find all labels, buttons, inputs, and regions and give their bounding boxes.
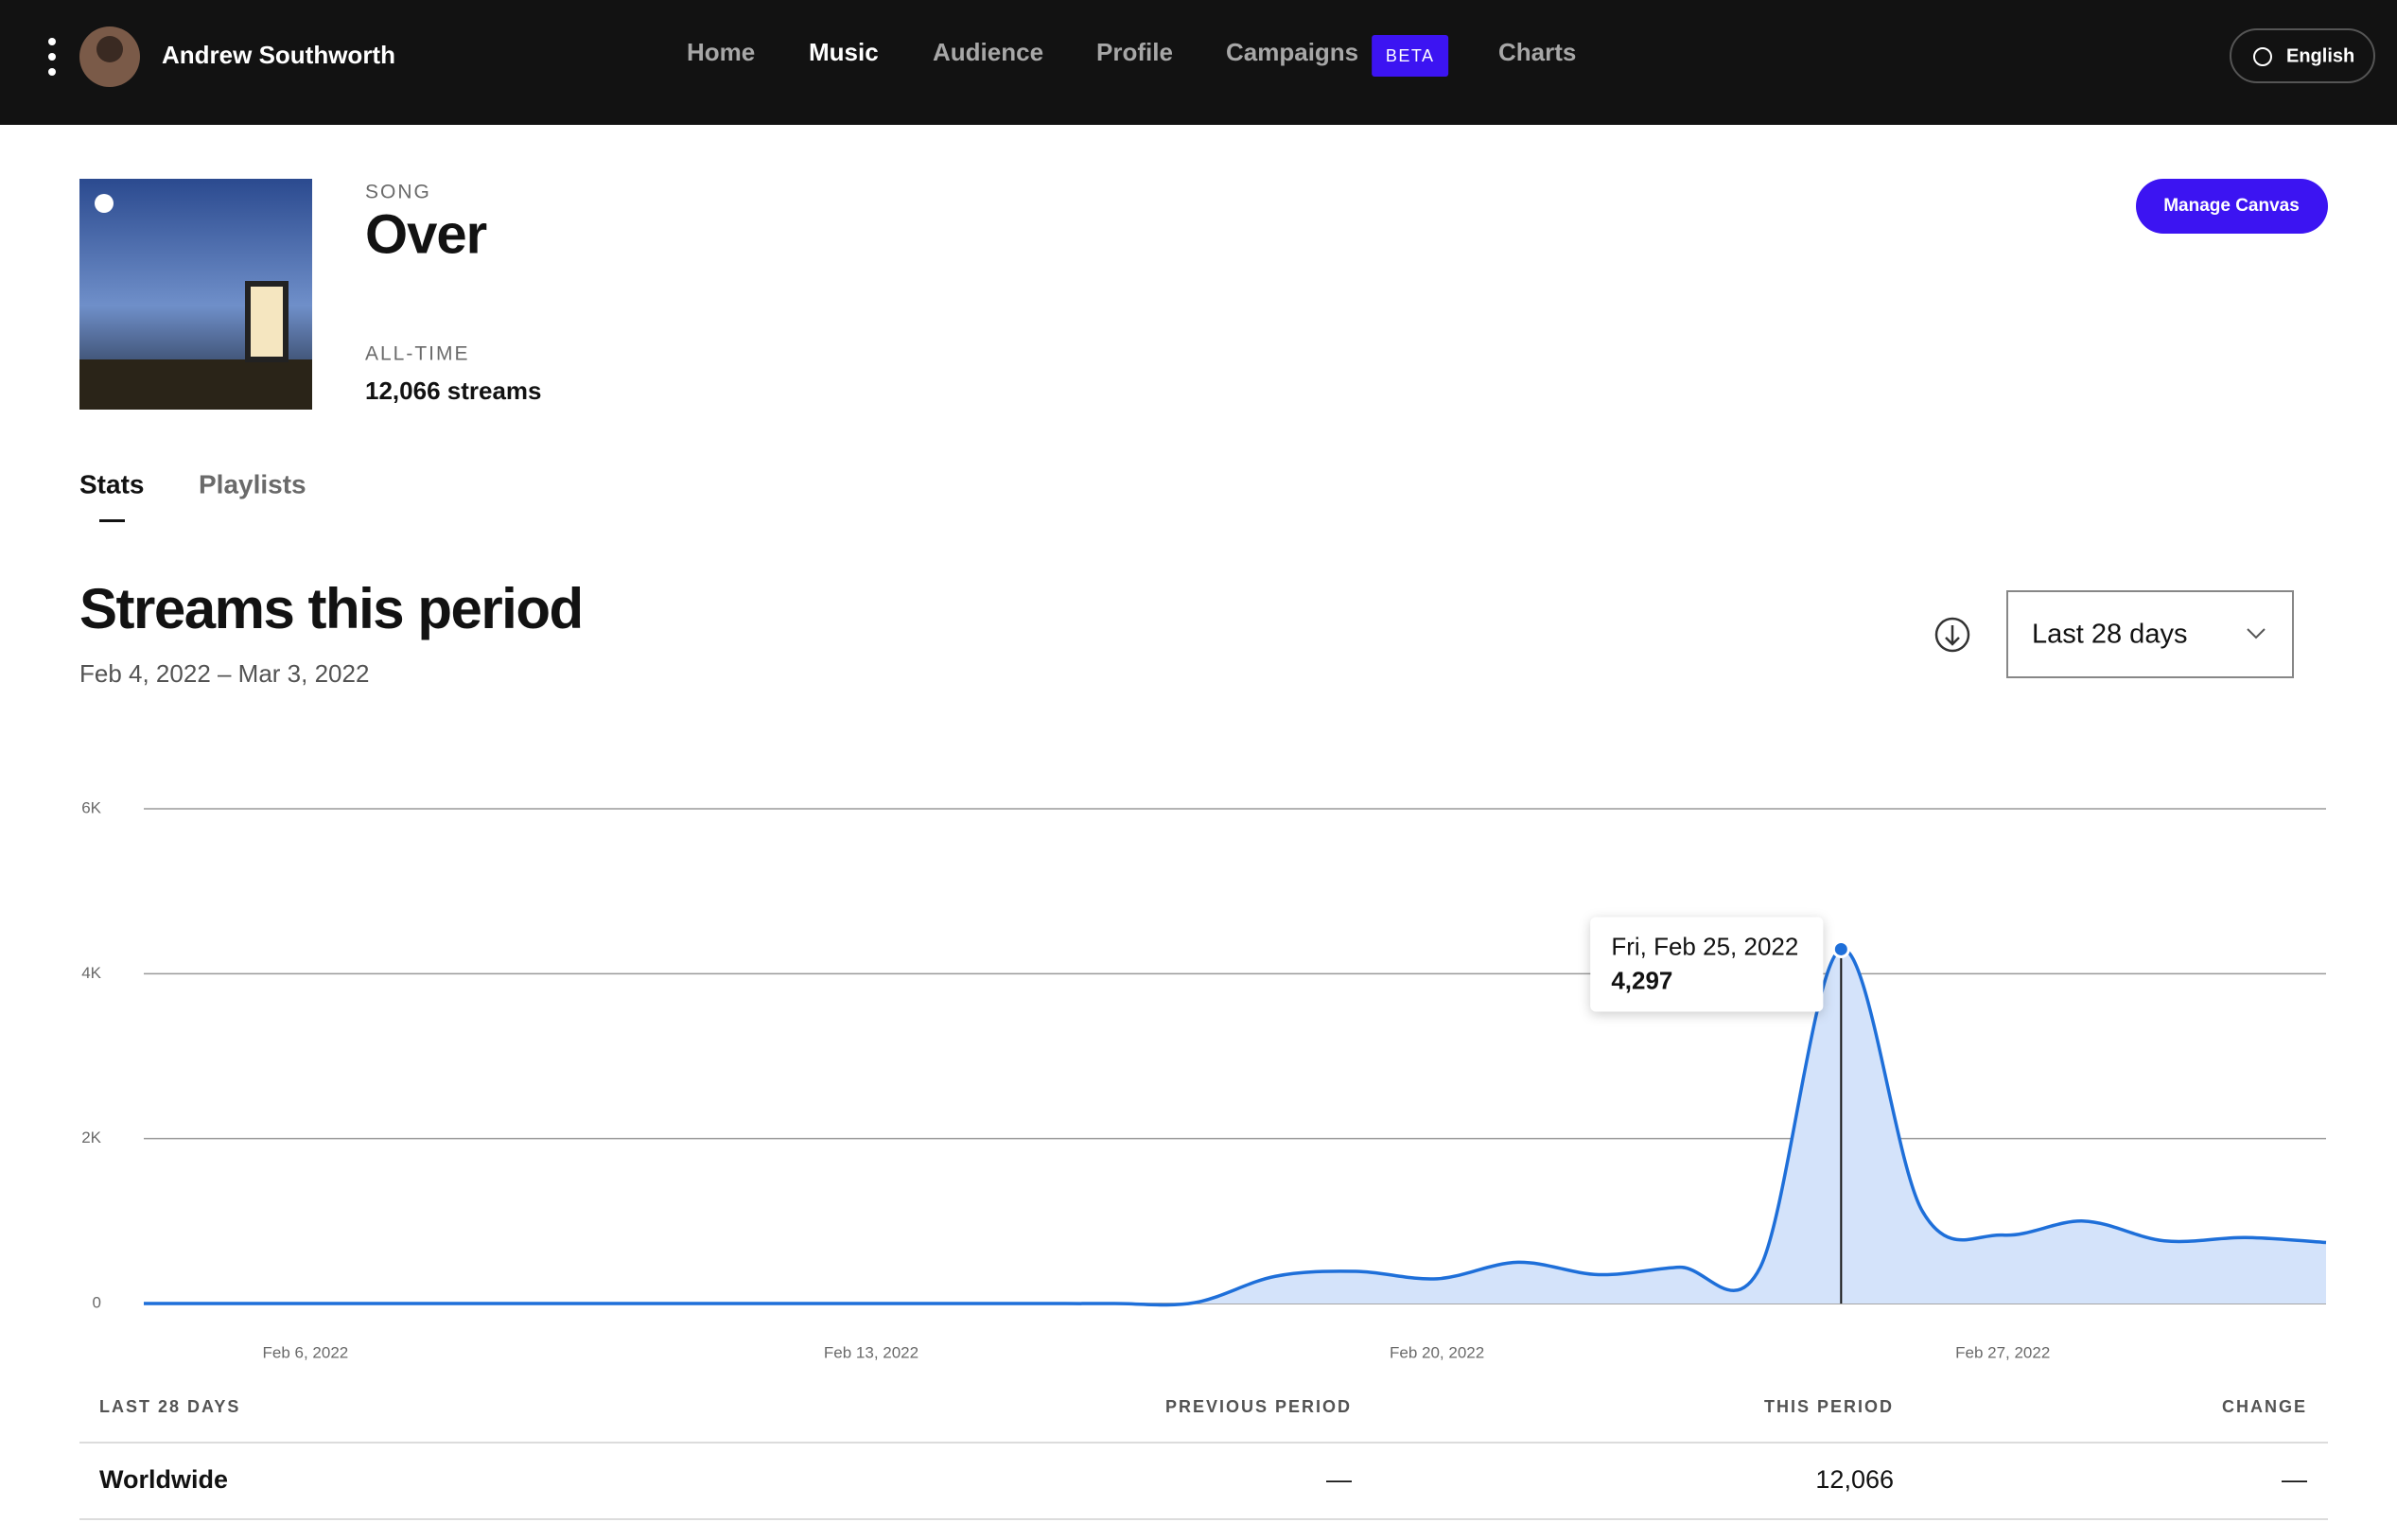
manage-canvas-label[interactable]: Manage Canvas bbox=[2163, 196, 2300, 216]
table-cell: — bbox=[1326, 1465, 1352, 1494]
song-title: Over bbox=[365, 203, 487, 265]
download-circle bbox=[1934, 617, 1970, 653]
menu-dots[interactable] bbox=[48, 38, 56, 76]
y-tick-label: 4K bbox=[81, 964, 101, 982]
y-tick-label: 0 bbox=[93, 1293, 101, 1311]
dot bbox=[48, 53, 56, 61]
dot bbox=[48, 68, 56, 76]
x-tick-label: Feb 6, 2022 bbox=[263, 1343, 349, 1361]
y-tick-label: 6K bbox=[81, 798, 101, 816]
nav-item[interactable]: Profile bbox=[1096, 38, 1173, 66]
table-header: LAST 28 DAYS bbox=[99, 1397, 240, 1416]
nav-item[interactable]: Music bbox=[809, 38, 879, 66]
chart: 0 2K 4K 6K Feb 6, 2022 Feb 13, 2022 Feb 20, 20… bbox=[81, 798, 2327, 1361]
tooltip bbox=[1590, 917, 1824, 1012]
date-range: Feb 4, 2022 – Mar 3, 2022 bbox=[79, 659, 369, 688]
language[interactable]: English bbox=[2286, 45, 2354, 66]
nav-bar bbox=[0, 0, 2397, 125]
table-cell: — bbox=[2282, 1465, 2307, 1494]
song-kind: SONG bbox=[365, 182, 431, 203]
table-cell: 12,066 bbox=[1815, 1465, 1894, 1494]
beta-badge bbox=[1372, 35, 1449, 77]
hover-point bbox=[1831, 939, 1850, 958]
tooltip-value: 4,297 bbox=[1611, 966, 1672, 994]
dropdown-chevron bbox=[2247, 628, 2266, 639]
album-art-ground bbox=[79, 359, 312, 410]
dot bbox=[48, 38, 56, 45]
user-name[interactable]: Andrew Southworth bbox=[162, 41, 395, 69]
alltime-streams: 12,066 streams bbox=[365, 376, 541, 405]
table-cell: Worldwide bbox=[99, 1465, 228, 1494]
tab-active[interactable]: Stats bbox=[79, 469, 144, 499]
nav-item[interactable]: Home bbox=[687, 38, 755, 66]
nav-item[interactable]: Audience bbox=[933, 38, 1043, 66]
tab-underline bbox=[99, 519, 125, 522]
download-arrow bbox=[1945, 625, 1960, 646]
x-tick-label: Feb 20, 2022 bbox=[1390, 1343, 1484, 1361]
manage-canvas-button[interactable] bbox=[2136, 179, 2328, 234]
x-tick-label: Feb 13, 2022 bbox=[824, 1343, 919, 1361]
period-value[interactable]: Last 28 days bbox=[2032, 620, 2187, 650]
line bbox=[144, 947, 2327, 1307]
album-art-logo bbox=[95, 194, 114, 213]
table-header: PREVIOUS PERIOD bbox=[1165, 1397, 1352, 1416]
y-tick-label: 2K bbox=[81, 1129, 101, 1146]
period-dropdown[interactable] bbox=[2006, 590, 2294, 678]
tooltip-date: Fri, Feb 25, 2022 bbox=[1611, 932, 1798, 960]
globe-icon bbox=[2253, 47, 2272, 66]
area bbox=[144, 949, 2326, 1305]
tab[interactable]: Playlists bbox=[199, 469, 306, 499]
table: LAST 28 DAYS PREVIOUS PERIOD THIS PERIOD CH… bbox=[79, 1397, 2328, 1520]
table-header: THIS PERIOD bbox=[1764, 1397, 1894, 1416]
nav-item[interactable]: Campaigns bbox=[1226, 38, 1358, 66]
download-button[interactable] bbox=[1934, 617, 1970, 653]
section-title: Streams this period bbox=[79, 577, 583, 640]
language-button[interactable] bbox=[2230, 28, 2375, 83]
album-art-tv bbox=[245, 281, 289, 362]
x-tick-label: Feb 27, 2022 bbox=[1955, 1343, 2050, 1361]
table-header: CHANGE bbox=[2222, 1397, 2307, 1416]
nav-item[interactable]: Charts bbox=[1498, 38, 1576, 66]
avatar-face bbox=[96, 36, 123, 62]
alltime-label: ALL-TIME bbox=[365, 343, 470, 365]
beta-label: BETA bbox=[1386, 46, 1435, 65]
